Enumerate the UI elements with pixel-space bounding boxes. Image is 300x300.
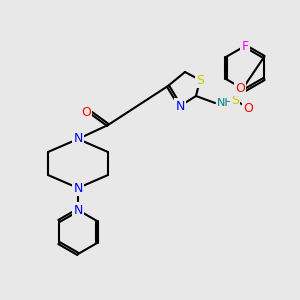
Text: N: N xyxy=(73,203,83,217)
Text: F: F xyxy=(242,40,249,52)
Text: N: N xyxy=(73,133,83,146)
Text: N: N xyxy=(73,182,83,194)
Text: N: N xyxy=(175,100,185,112)
Text: S: S xyxy=(231,94,239,106)
Text: S: S xyxy=(196,74,204,86)
Text: O: O xyxy=(81,106,91,118)
Text: O: O xyxy=(243,101,253,115)
Text: O: O xyxy=(235,82,245,94)
Text: NH: NH xyxy=(217,98,234,108)
